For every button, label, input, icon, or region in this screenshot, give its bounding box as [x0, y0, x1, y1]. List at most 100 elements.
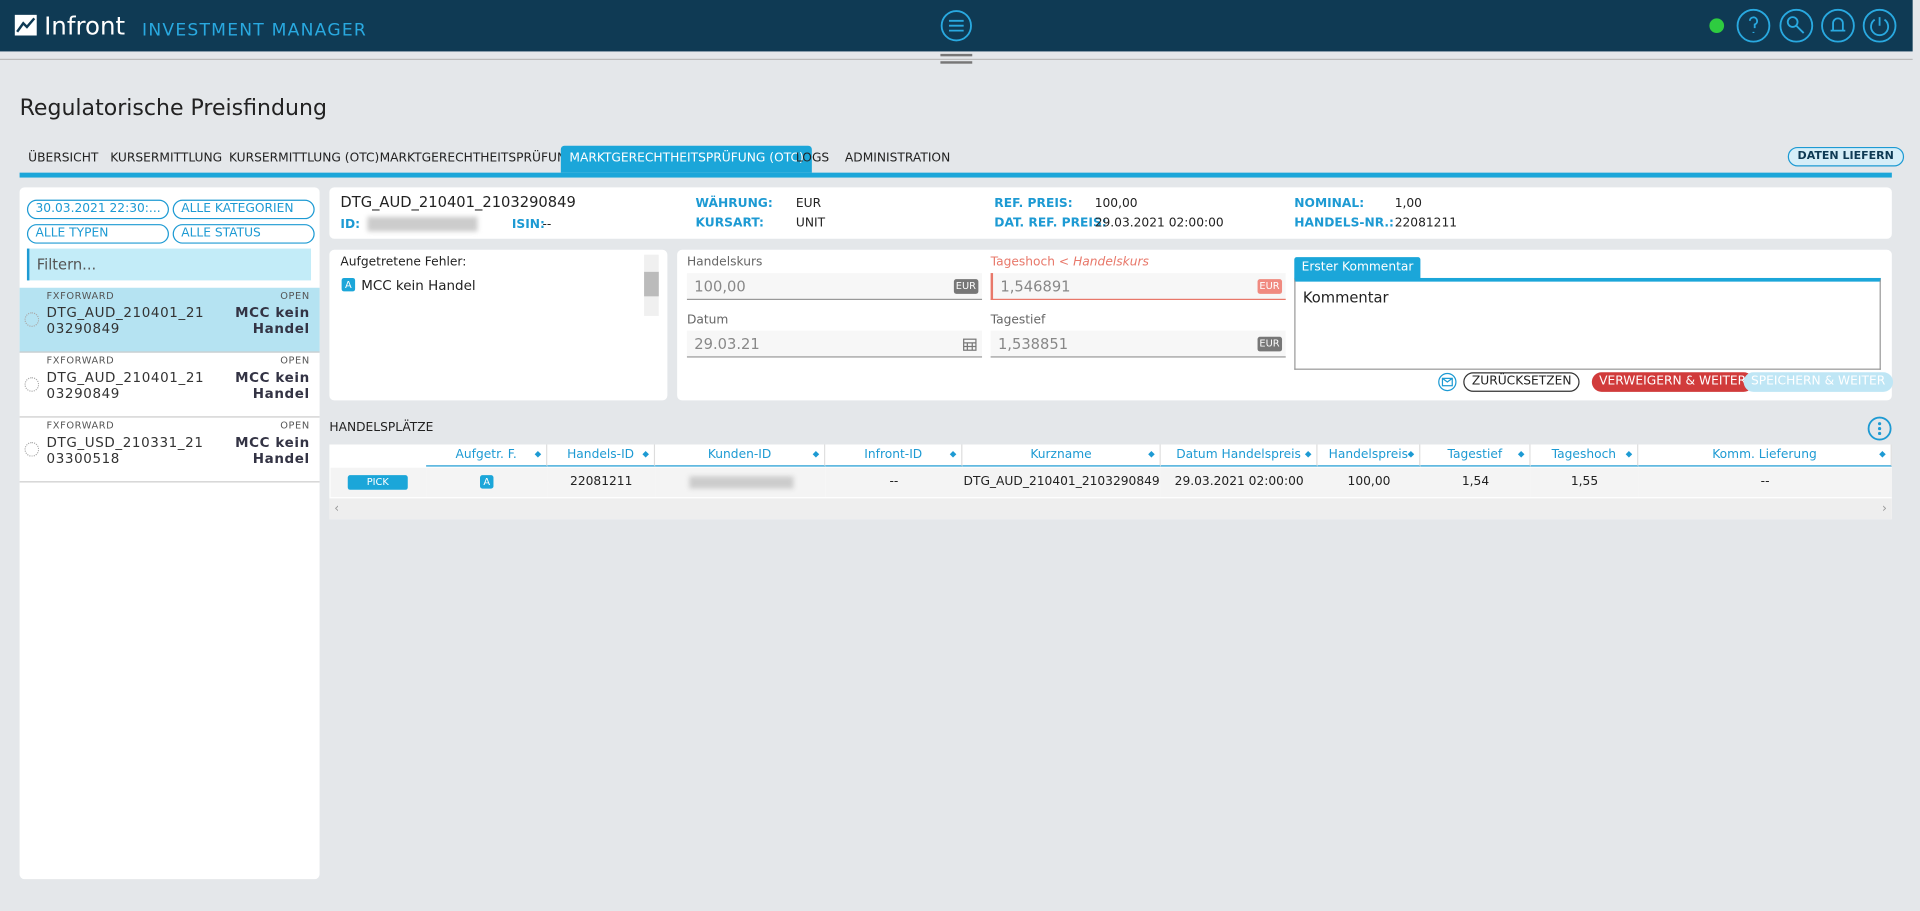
sort-icon: ◆ — [1879, 449, 1886, 460]
tab[interactable]: MARKTGERECHTHEITSPRÜFUNG — [379, 151, 576, 166]
comment-box[interactable]: Kommentar — [1294, 277, 1881, 370]
radio — [24, 377, 40, 392]
field-value: 100,00 — [694, 277, 746, 296]
field-value: UNIT — [795, 216, 826, 231]
warning-note: < Handelskurs — [1058, 255, 1149, 270]
column-header[interactable]: Tageshoch ◆ — [1530, 444, 1639, 467]
cell-text: 1,55 — [1570, 475, 1599, 489]
column-header[interactable]: Tagestief ◆ — [1420, 444, 1531, 467]
mail-icon[interactable] — [1438, 372, 1459, 392]
pick-button[interactable]: PICK — [347, 475, 408, 490]
cell: 29.03.2021 02:00:00 — [1160, 467, 1318, 498]
item-status: OPEN — [280, 355, 310, 367]
column-header[interactable]: Aufgetr. F. ◆ — [426, 444, 548, 467]
header-icons[interactable] — [1704, 6, 1900, 48]
reject-button[interactable]: VERWEIGERN & WEITER — [1591, 372, 1754, 392]
field-value: 22081211 — [1394, 216, 1458, 231]
field-label: WÄHRUNG: — [695, 197, 773, 211]
field-value: 1,546891 — [1000, 277, 1071, 296]
isin-label: ISIN: — [511, 217, 545, 232]
save-button[interactable]: SPEICHERN & WEITER — [1743, 372, 1893, 392]
header-text: Infront-ID — [864, 448, 923, 462]
date-filter[interactable]: 30.03.2021 22:30:... — [26, 199, 169, 220]
column-header[interactable]: Kunden-ID ◆ — [655, 444, 826, 467]
table-title: HANDELSPLÄTZE — [329, 421, 434, 435]
field-label: DAT. REF. PREIS: — [994, 216, 1107, 231]
field-value: EUR — [795, 197, 822, 211]
status-filter[interactable]: ALLE STATUS — [172, 224, 315, 244]
cell — [655, 467, 826, 498]
calendar-icon[interactable] — [962, 337, 977, 352]
tab[interactable]: LOGS — [795, 151, 830, 166]
column-header[interactable]: Datum Handelspreis ◆ — [1160, 444, 1318, 467]
field-label: NOMINAL: — [1294, 197, 1365, 211]
action-button[interactable]: DATEN LIEFERN — [1787, 146, 1904, 167]
column-header[interactable]: Handels-ID ◆ — [547, 444, 656, 467]
search-input[interactable]: Filtern... — [26, 248, 312, 281]
redacted — [689, 476, 794, 489]
column-header[interactable]: Komm. Lieferung ◆ — [1638, 444, 1892, 467]
h-scrollbar[interactable]: ‹ › — [329, 498, 1892, 520]
header-text: Aufgetr. F. — [455, 448, 517, 462]
high-input[interactable]: 1,546891 EUR — [990, 273, 1286, 301]
header-text: Tagestief — [1447, 448, 1503, 462]
item-type: FXFORWARD — [46, 420, 115, 432]
column-header[interactable]: Infront-ID ◆ — [825, 444, 963, 467]
brand: Infront — [44, 11, 126, 41]
resize-handle[interactable] — [940, 53, 973, 64]
item-name: DTG_AUD_210401_2103290849 — [46, 304, 205, 337]
reset-button[interactable]: ZURÜCKSETZEN — [1463, 372, 1581, 392]
table-menu[interactable] — [1866, 416, 1893, 443]
cell-text: DTG_AUD_210401_2103290849 — [963, 475, 1160, 489]
category-filter[interactable]: ALLE KATEGORIEN — [172, 199, 315, 220]
cell: -- — [825, 467, 963, 498]
field-label: Handelskurs — [686, 255, 763, 270]
price-input[interactable]: 100,00 EUR — [686, 273, 983, 301]
cell: DTG_AUD_210401_2103290849 — [962, 467, 1161, 498]
tab[interactable]: KURSERMITTLUNG (OTC) — [228, 151, 380, 166]
list-item[interactable]: FXFORWARD OPEN DTG_USD_210331_2103300518 MC… — [19, 418, 320, 483]
tab-underline — [19, 172, 1892, 178]
cell: 1,55 — [1530, 467, 1639, 498]
date-input[interactable]: 29.03.21 — [686, 330, 983, 358]
list-item[interactable]: FXFORWARD OPEN DTG_AUD_210401_2103290849 MC… — [19, 287, 320, 353]
comment-tab[interactable]: Erster Kommentar — [1294, 257, 1421, 278]
sort-icon: ◆ — [1407, 449, 1415, 460]
errors-title: Aufgetretene Fehler: — [340, 255, 467, 270]
errors-card — [329, 249, 668, 401]
field-label: HANDELS-NR.: — [1294, 216, 1394, 231]
column-header[interactable]: Kurzname ◆ — [962, 444, 1161, 467]
sort-icon: ◆ — [949, 449, 957, 460]
unit: EUR — [1256, 279, 1283, 294]
scrollbar[interactable] — [644, 254, 659, 316]
column-header[interactable]: Handelspreis ◆ — [1317, 444, 1421, 467]
cell: 22081211 — [547, 467, 656, 498]
header-divider — [0, 51, 1913, 61]
item-status: OPEN — [280, 290, 310, 302]
field-value: 1,538851 — [997, 335, 1069, 353]
cell-text: 22081211 — [570, 475, 633, 489]
item-name: DTG_USD_210331_2103300518 — [46, 434, 204, 467]
tab[interactable]: ADMINISTRATION — [844, 151, 951, 166]
menu-button[interactable] — [938, 9, 975, 46]
tab[interactable]: MARKTGERECHTHEITSPRÜFUNG (OTC) — [560, 145, 813, 173]
page-title: Regulatorische Preisfindung — [19, 95, 327, 122]
item-reason: MCC kein Handel — [235, 304, 310, 337]
header-text: Datum Handelspreis — [1176, 448, 1301, 462]
tab[interactable]: ÜBERSICHT — [28, 151, 99, 166]
unit: EUR — [953, 279, 979, 294]
field-label: Tageshoch < Handelskurs — [991, 256, 1149, 269]
list-item[interactable]: FXFORWARD OPEN DTG_AUD_210401_2103290849 MC… — [19, 353, 320, 418]
sort-icon: ◆ — [1517, 449, 1525, 460]
item-type: FXFORWARD — [46, 290, 115, 302]
radio — [24, 442, 40, 457]
type-filter[interactable]: ALLE TYPEN — [26, 224, 169, 244]
tab[interactable]: KURSERMITTLUNG — [110, 151, 223, 166]
id-label: ID: — [340, 217, 361, 232]
item-reason: MCC kein Handel — [235, 434, 310, 467]
item-type: FXFORWARD — [46, 355, 115, 367]
sort-icon: ◆ — [812, 449, 820, 460]
detail-name: DTG_AUD_210401_2103290849 — [340, 193, 576, 211]
low-input[interactable]: 1,538851 EUR — [990, 330, 1286, 358]
